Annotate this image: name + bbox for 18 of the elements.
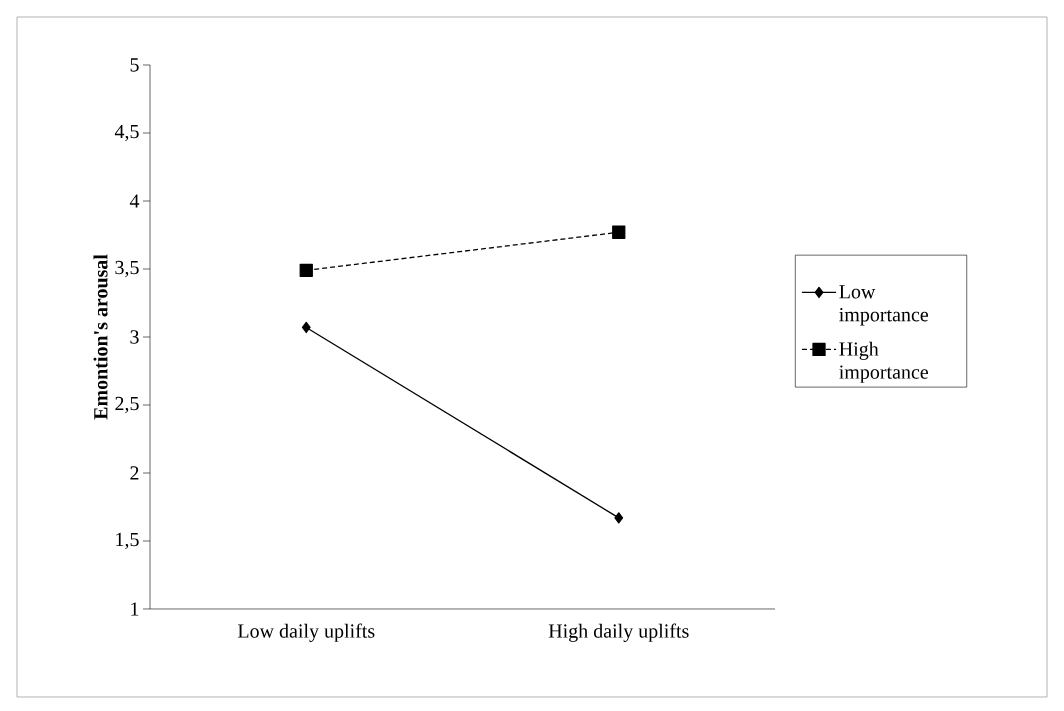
- point: [301, 321, 311, 334]
- y-tick-label: 1: [131, 602, 139, 616]
- y-axis-title: Emontion's arousal: [93, 254, 108, 420]
- point: [612, 225, 626, 239]
- y-tick-label: 5: [130, 58, 139, 72]
- legend-label: Low importance: [839, 285, 929, 326]
- y-tick-label: 2: [130, 466, 139, 480]
- y-tick-label: 4,5: [114, 124, 139, 142]
- y-tick-label: 2,5: [115, 396, 139, 414]
- point: [299, 263, 313, 277]
- legend-label: High importance: [839, 341, 929, 383]
- x-tick-label: Low daily uplifts: [237, 623, 375, 642]
- x-tick-label: High daily uplifts: [548, 623, 689, 642]
- y-tick-label: 4: [129, 194, 140, 208]
- y-tick-label: 3,5: [115, 260, 139, 278]
- y-tick-label: 1,5: [116, 532, 139, 550]
- y-tick-label: 3: [130, 330, 139, 344]
- point: [614, 512, 624, 524]
